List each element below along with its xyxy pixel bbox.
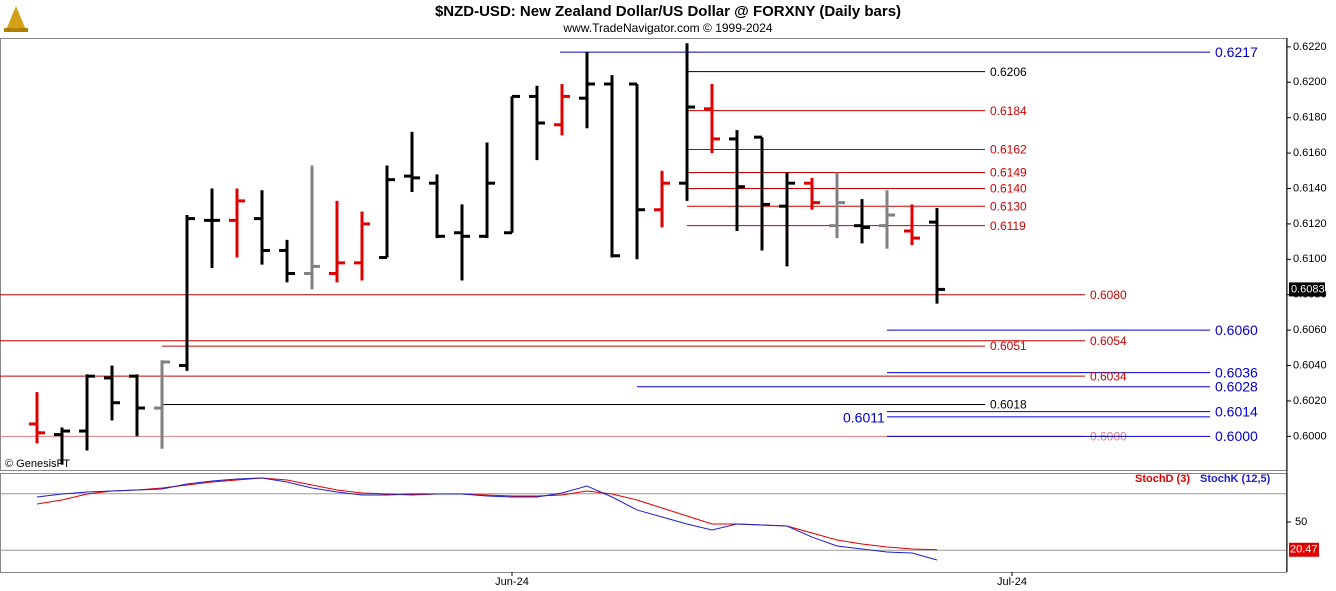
- indicator-last-label: 20.47: [1290, 544, 1318, 556]
- level-label: 0.6034: [1090, 369, 1127, 383]
- y-tick-label: 0.6040: [1293, 359, 1327, 371]
- level-label: 0.6217: [1215, 44, 1258, 60]
- level-label: 0.6080: [1090, 288, 1127, 302]
- y-tick-label: 0.6200: [1293, 76, 1327, 88]
- y-tick-label: 0.6020: [1293, 395, 1327, 407]
- y-tick-label: 0.6000: [1293, 430, 1327, 442]
- y-tick-label: 0.6100: [1293, 253, 1327, 265]
- level-label: 0.6130: [990, 199, 1027, 213]
- level-label: 0.6140: [990, 182, 1027, 196]
- x-tick-label: Jul-24: [997, 576, 1027, 588]
- level-label: 0.6018: [990, 398, 1027, 412]
- level-label: 0.6051: [990, 339, 1027, 353]
- level-label: 0.6060: [1215, 322, 1258, 338]
- legend-entry: StochD (3): [1135, 473, 1190, 485]
- legend-entry: StochK (12,5): [1200, 473, 1271, 485]
- chart-subtitle: www.TradeNavigator.com © 1999-2024: [562, 21, 772, 35]
- chart-title: $NZD-USD: New Zealand Dollar/US Dollar @…: [435, 3, 901, 20]
- level-label: 0.6014: [1215, 403, 1258, 419]
- level-label: 0.6011: [843, 410, 885, 426]
- level-label: 0.6036: [1215, 364, 1258, 380]
- level-label: 0.6054: [1090, 334, 1127, 348]
- last-price-box: [1289, 282, 1325, 297]
- level-label: 0.6119: [990, 219, 1026, 233]
- last-price-label: 0.6083: [1291, 283, 1325, 295]
- level-label: 0.6028: [1215, 378, 1258, 394]
- y-tick-label: 0.6160: [1293, 147, 1327, 159]
- indicator-line: [36, 477, 938, 561]
- y-tick-label: 0.6120: [1293, 218, 1327, 230]
- logo: [4, 6, 28, 32]
- x-tick-label: Jun-24: [495, 576, 529, 588]
- y-tick-label: 0.6180: [1293, 112, 1327, 124]
- y-tick-label: 0.6060: [1293, 324, 1327, 336]
- y-tick-label: 0.6220: [1293, 41, 1327, 53]
- indicator-last-box: [1289, 542, 1319, 557]
- watermark: © GenesisFT: [5, 458, 70, 470]
- level-label: 0.6206: [990, 65, 1027, 79]
- level-label: 0.6000: [1215, 428, 1258, 444]
- y-tick-label: 50: [1295, 516, 1307, 528]
- y-tick-label: 0.6140: [1293, 182, 1327, 194]
- level-label: 0.6184: [990, 104, 1027, 118]
- level-label: 0.6149: [990, 166, 1027, 180]
- level-label: 0.6162: [990, 143, 1027, 157]
